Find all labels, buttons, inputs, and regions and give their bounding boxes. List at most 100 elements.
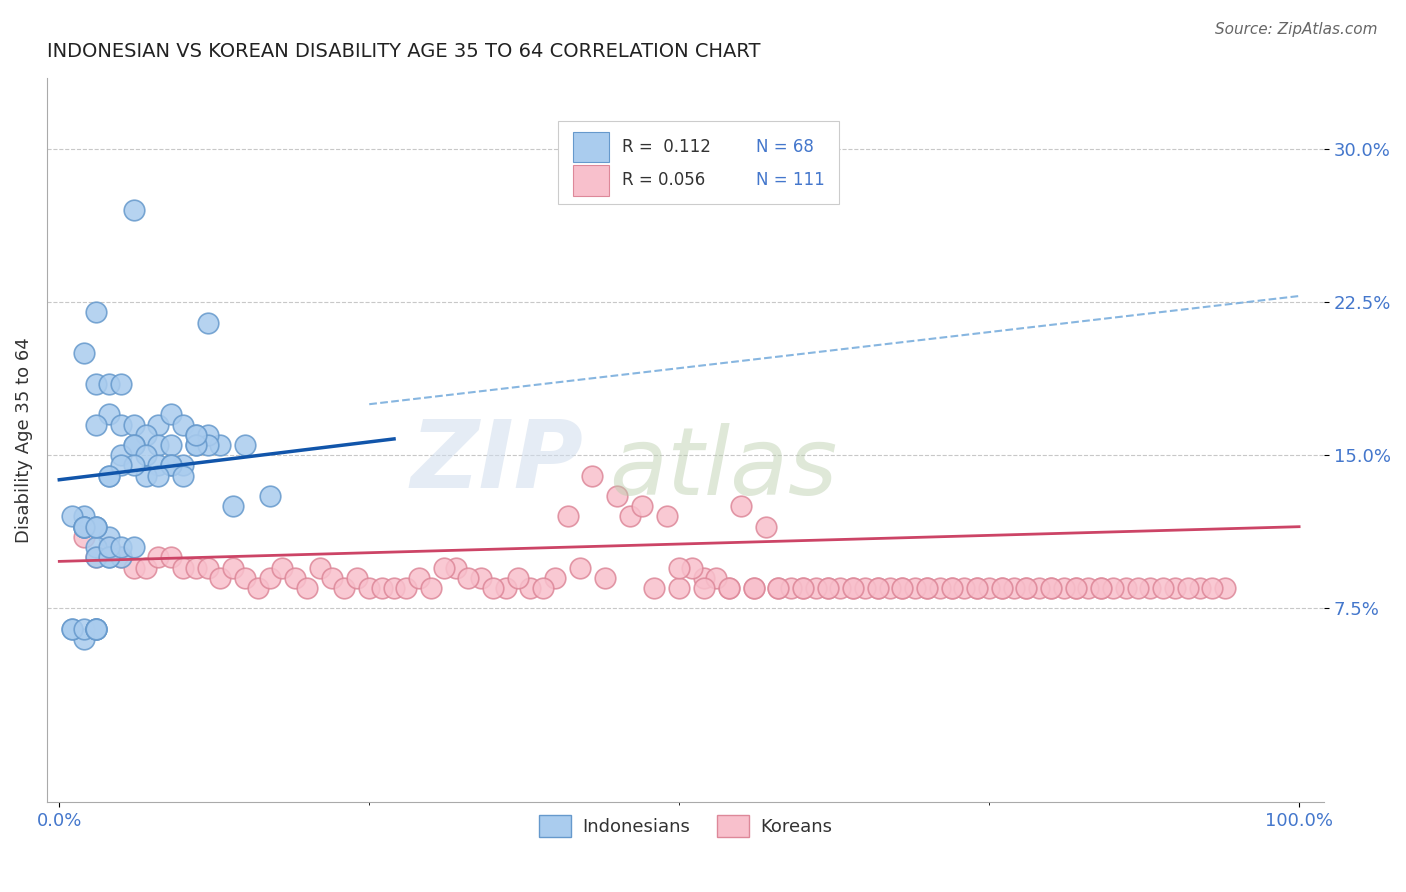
Point	[1177, 581, 1199, 595]
Point	[86, 550, 108, 565]
Point	[222, 500, 245, 514]
Point	[97, 540, 120, 554]
Point	[1064, 581, 1087, 595]
Point	[308, 560, 330, 574]
Point	[184, 427, 207, 442]
Point	[172, 458, 194, 473]
Text: N = 111: N = 111	[755, 171, 824, 189]
Point	[1164, 581, 1187, 595]
Point	[86, 622, 108, 636]
Point	[97, 540, 120, 554]
Point	[86, 519, 108, 533]
Point	[135, 427, 157, 442]
Point	[148, 417, 170, 432]
Point	[197, 427, 219, 442]
Point	[271, 560, 294, 574]
Point	[370, 581, 392, 595]
Point	[830, 581, 852, 595]
Point	[184, 438, 207, 452]
Point	[755, 519, 778, 533]
Point	[172, 468, 194, 483]
Point	[197, 316, 219, 330]
Point	[1139, 581, 1161, 595]
Point	[891, 581, 914, 595]
Point	[1213, 581, 1236, 595]
Point	[122, 438, 145, 452]
Point	[1115, 581, 1137, 595]
Point	[606, 489, 628, 503]
Point	[915, 581, 938, 595]
Point	[184, 560, 207, 574]
Point	[122, 438, 145, 452]
Point	[817, 581, 839, 595]
Point	[110, 540, 132, 554]
Point	[73, 519, 96, 533]
Point	[792, 581, 814, 595]
Point	[97, 550, 120, 565]
Point	[86, 622, 108, 636]
Point	[97, 550, 120, 565]
Point	[581, 468, 603, 483]
Point	[655, 509, 678, 524]
Point	[284, 571, 307, 585]
Point	[86, 417, 108, 432]
Point	[97, 468, 120, 483]
Point	[1040, 581, 1063, 595]
Point	[60, 622, 83, 636]
Point	[519, 581, 541, 595]
FancyBboxPatch shape	[574, 132, 609, 162]
Point	[86, 519, 108, 533]
Text: R = 0.056: R = 0.056	[621, 171, 704, 189]
Point	[742, 581, 765, 595]
Point	[321, 571, 343, 585]
Point	[160, 438, 183, 452]
Point	[768, 581, 790, 595]
Point	[233, 571, 256, 585]
Point	[135, 448, 157, 462]
Point	[122, 458, 145, 473]
Point	[209, 438, 232, 452]
Point	[433, 560, 456, 574]
Point	[86, 550, 108, 565]
Point	[1077, 581, 1099, 595]
Point	[1040, 581, 1063, 595]
Point	[506, 571, 529, 585]
Point	[1064, 581, 1087, 595]
Point	[259, 489, 281, 503]
Point	[86, 519, 108, 533]
Point	[904, 581, 927, 595]
Point	[842, 581, 865, 595]
Point	[1090, 581, 1112, 595]
Point	[97, 530, 120, 544]
Point	[928, 581, 950, 595]
Point	[122, 540, 145, 554]
Point	[97, 468, 120, 483]
Point	[879, 581, 901, 595]
Point	[1188, 581, 1211, 595]
Point	[1052, 581, 1074, 595]
Point	[333, 581, 356, 595]
Point	[631, 500, 654, 514]
Point	[86, 622, 108, 636]
Point	[953, 581, 976, 595]
Point	[569, 560, 592, 574]
Point	[643, 581, 665, 595]
Point	[122, 417, 145, 432]
Point	[160, 408, 183, 422]
Point	[197, 560, 219, 574]
Legend: Indonesians, Koreans: Indonesians, Koreans	[531, 807, 839, 844]
Point	[792, 581, 814, 595]
Point	[853, 581, 876, 595]
Point	[717, 581, 740, 595]
Text: N = 68: N = 68	[755, 138, 814, 156]
Point	[544, 571, 567, 585]
Point	[990, 581, 1012, 595]
Point	[209, 571, 232, 585]
Point	[172, 417, 194, 432]
Point	[110, 417, 132, 432]
Point	[73, 530, 96, 544]
Point	[693, 581, 716, 595]
Point	[1152, 581, 1174, 595]
Point	[1015, 581, 1038, 595]
Point	[297, 581, 319, 595]
